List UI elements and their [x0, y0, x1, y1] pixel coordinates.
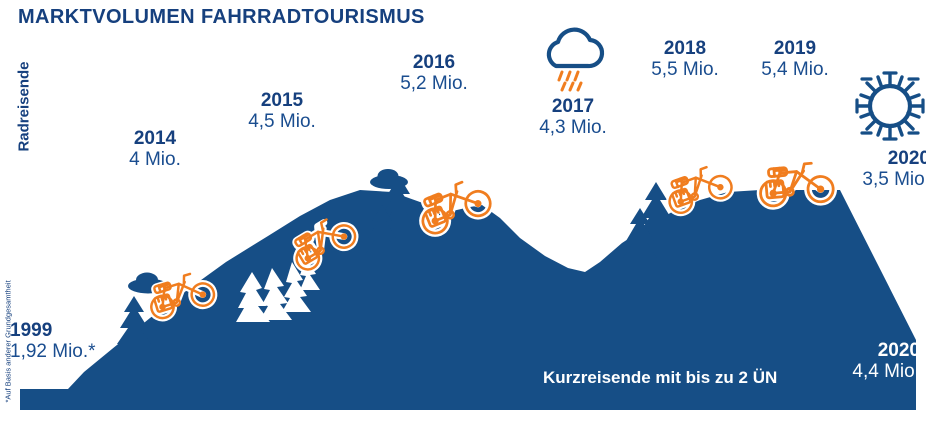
value-label: 1,92 Mio.* [10, 341, 96, 363]
year-label: 2020 [887, 148, 926, 169]
cloud-icon [370, 169, 408, 189]
fir-tree-icon [365, 205, 399, 265]
value-label: 5,5 Mio. [651, 59, 719, 81]
glacier-peak-1 [236, 272, 270, 322]
data-label-1999: 1999 1,92 Mio.* [10, 320, 110, 363]
value-label: 4,5 Mio. [248, 111, 316, 133]
glacier-peak-2 [260, 268, 292, 320]
data-label-2016: 2016 5,2 Mio. [374, 52, 494, 95]
short-trips-label: Kurzreisende mit bis zu 2 ÜN [543, 368, 778, 387]
year-label: 2016 [412, 52, 456, 73]
fir-tree-icon [623, 208, 657, 268]
value-label: 5,4 Mio. [761, 59, 829, 81]
page-title: MARKTVOLUMEN FAHRRADTOURISMUS [18, 6, 425, 28]
year-label: 2019 [773, 38, 817, 59]
y-axis-label: Radreisende [15, 61, 33, 152]
mountain-silhouette [20, 190, 916, 410]
data-label-2020: 2020 3,5 Mio. [840, 148, 926, 191]
value-label: 4,4 Mio. [852, 361, 920, 383]
data-label-2015: 2015 4,5 Mio. [222, 90, 342, 133]
data-label-2014: 2014 4 Mio. [100, 128, 210, 171]
value-label: 5,2 Mio. [400, 73, 468, 95]
glacier-peaks-group [236, 258, 320, 322]
rain-cloud-icon [546, 27, 605, 92]
glacier-peak-3 [282, 262, 311, 312]
value-label: 4 Mio. [129, 149, 181, 171]
value-label: 4,3 Mio. [539, 117, 607, 139]
fir-tree-icon [117, 296, 151, 352]
year-label: 2017 [551, 96, 595, 117]
year-label: 2020 [877, 340, 920, 361]
year-label: 2018 [663, 38, 707, 59]
year-label: 1999 [10, 320, 53, 341]
data-label-2018: 2018 5,5 Mio. [625, 38, 745, 81]
year-label: 2015 [260, 90, 304, 111]
data-label-2020-short-trips: 2020 4,4 Mio. [820, 340, 920, 383]
data-label-2019: 2019 5,4 Mio. [735, 38, 855, 81]
value-label: 3,5 Mio. [862, 169, 926, 191]
data-label-2017: 2017 4,3 Mio. [513, 96, 633, 139]
year-label: 2014 [133, 128, 177, 149]
coronavirus-icon [855, 71, 925, 141]
